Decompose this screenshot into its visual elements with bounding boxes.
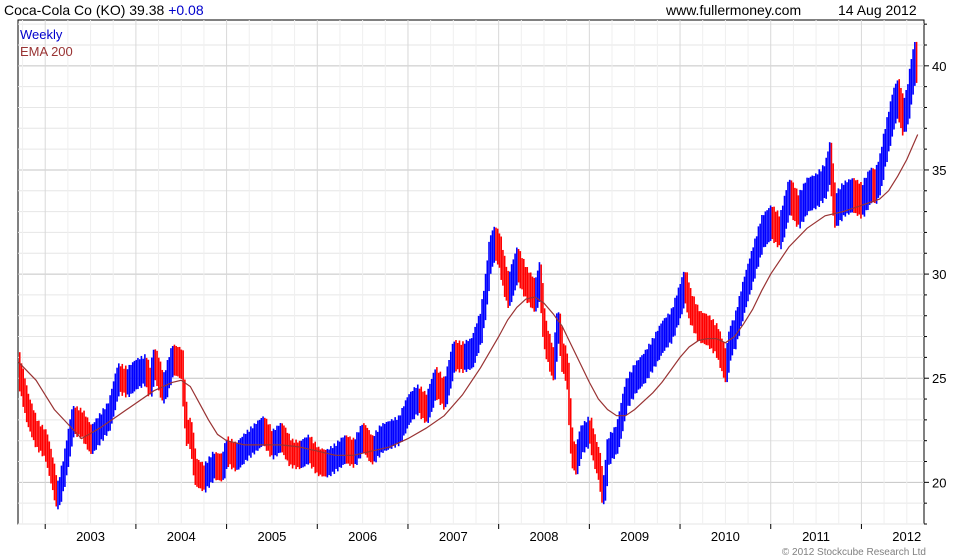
x-tick-label: 2007: [439, 529, 468, 544]
site-url[interactable]: www.fullermoney.com: [666, 2, 802, 18]
y-tick-label: 30: [932, 267, 946, 282]
x-tick-label: 2010: [711, 529, 740, 544]
y-tick-label: 40: [932, 59, 946, 74]
last-price: 39.38: [129, 2, 165, 18]
weekly-bars: [18, 41, 918, 510]
x-tick-label: 2003: [76, 529, 105, 544]
chart-title: Coca-Cola Co (KO) 39.38 +0.08: [4, 2, 204, 18]
x-tick-label: 2008: [530, 529, 559, 544]
x-tick-label: 2004: [167, 529, 196, 544]
x-tick-label: 2005: [257, 529, 286, 544]
y-tick-label: 20: [932, 475, 946, 490]
x-tick-label: 2006: [348, 529, 377, 544]
legend-weekly: Weekly: [20, 27, 63, 42]
y-tick-label: 25: [932, 371, 946, 386]
legend-ema-200: EMA 200: [20, 44, 73, 59]
copyright-credit: © 2012 Stockcube Research Ltd: [781, 547, 926, 558]
price-change: +0.08: [168, 2, 204, 18]
x-axis: 2003 2004 2005 2006 2007 2008 2009 2010 2011 2012: [44, 524, 921, 544]
security-name: Coca-Cola Co (KO): [4, 2, 126, 18]
ema-200-line: [17, 134, 919, 456]
x-tick-label: 2012: [892, 529, 921, 544]
x-tick-label: 2009: [620, 529, 649, 544]
grid: [18, 20, 924, 525]
x-tick-label: 2011: [802, 529, 830, 544]
plot-area: [17, 19, 925, 525]
chart-date: 14 Aug 2012: [838, 2, 917, 18]
y-axis: 20 25 30 35 40: [924, 23, 946, 525]
y-tick-label: 35: [932, 163, 946, 178]
